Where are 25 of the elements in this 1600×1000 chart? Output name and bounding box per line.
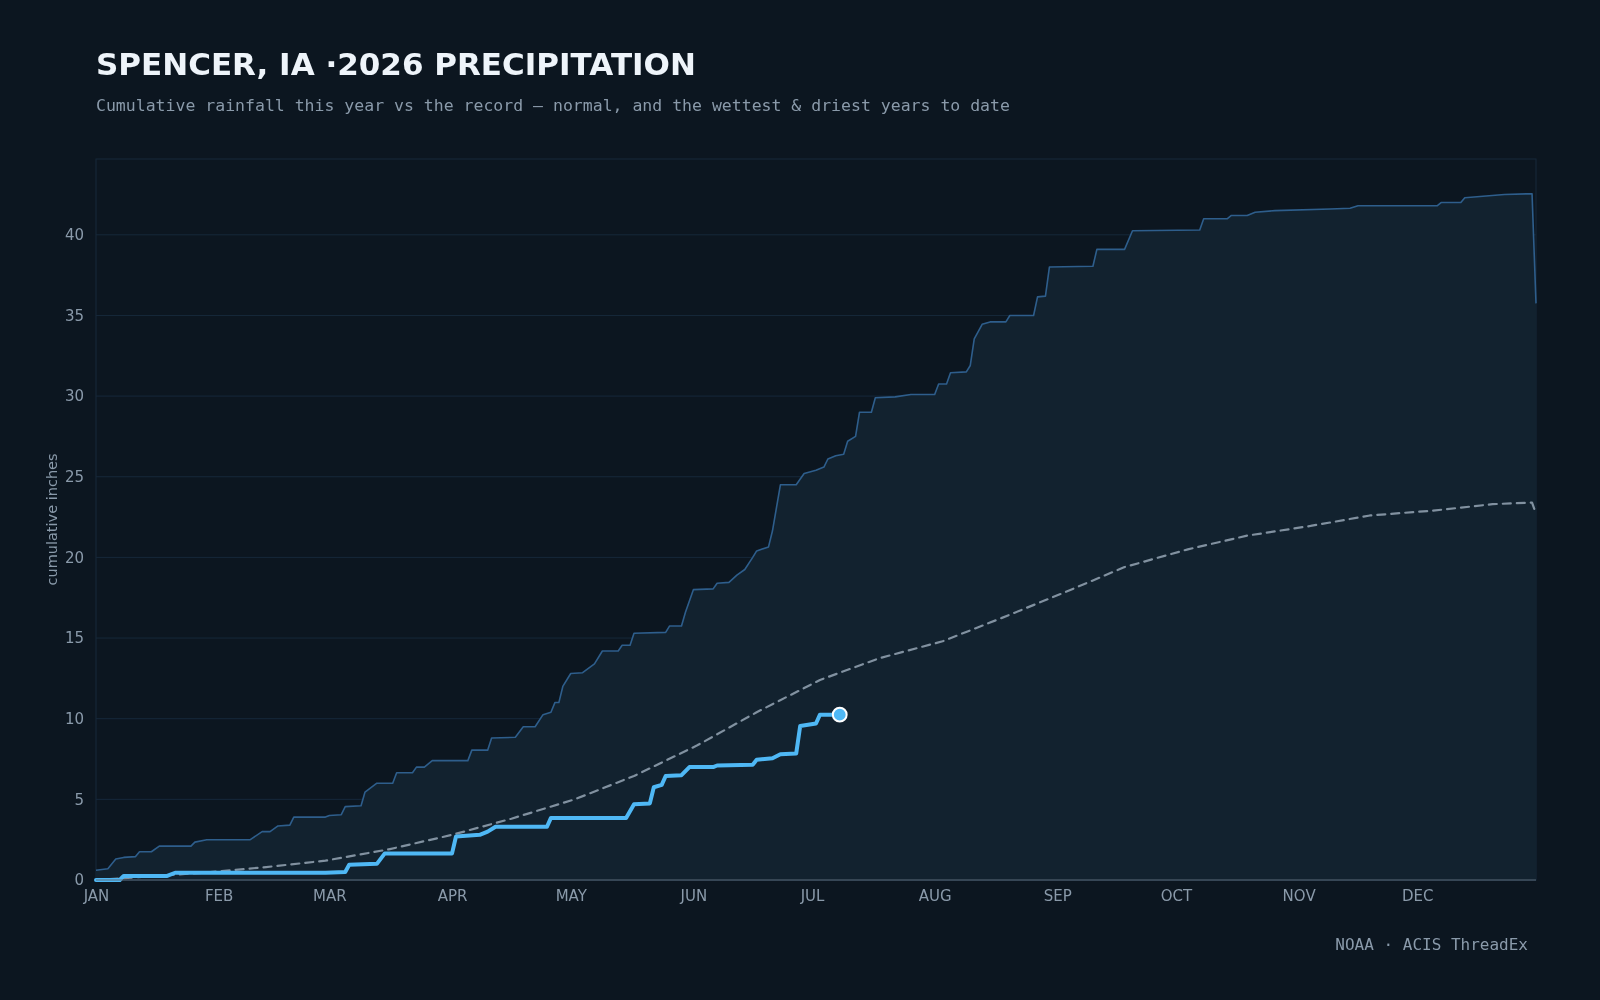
x-tick-label: JAN <box>82 886 110 905</box>
y-tick-label: 15 <box>64 629 84 648</box>
chart-subtitle: Cumulative rainfall this year vs the record — normal, and the wettest & driest years to date <box>96 96 1010 115</box>
y-axis-title: cumulative inches <box>44 453 60 586</box>
x-tick-label: MAY <box>555 886 588 905</box>
x-tick-label: SEP <box>1043 886 1072 905</box>
y-tick-label: 20 <box>64 548 84 567</box>
y-tick-label: 25 <box>64 468 84 487</box>
y-tick-label: 40 <box>64 226 84 245</box>
x-tick-label: APR <box>437 886 468 905</box>
chart-title: SPENCER, IA ·2026 PRECIPITATION <box>96 46 696 82</box>
y-tick-label: 5 <box>74 790 84 809</box>
y-tick-label: 35 <box>64 306 84 325</box>
x-tick-label: AUG <box>918 886 952 905</box>
x-tick-label: FEB <box>204 886 234 905</box>
x-tick-label: OCT <box>1160 886 1194 905</box>
x-tick-label: DEC <box>1402 886 1434 905</box>
y-tick-label: 0 <box>74 871 84 890</box>
x-tick-label: JUL <box>799 886 826 905</box>
x-tick-label: MAR <box>313 886 347 905</box>
y-tick-label: 30 <box>64 387 84 406</box>
x-tick-label: JUN <box>679 886 708 905</box>
y-tick-label: 10 <box>64 710 84 728</box>
x-tick-label: NOV <box>1282 886 1317 905</box>
text: NOAA · ACIS ThreadEx <box>1335 935 1529 954</box>
